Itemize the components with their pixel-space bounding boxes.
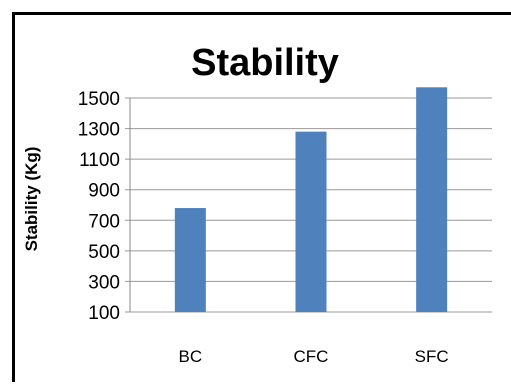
y-tick-label: 900 [88, 181, 120, 202]
x-tick-label: CFC [294, 347, 329, 366]
y-tick-label: 100 [88, 303, 120, 324]
bar-sfc [416, 87, 448, 312]
y-tick-label: 1500 [78, 89, 120, 110]
bar-cfc [295, 131, 327, 312]
y-tick-label: 700 [88, 211, 120, 232]
y-tick-label: 1100 [79, 150, 120, 171]
x-tick-label: SFC [415, 347, 449, 366]
x-tick-label: BC [179, 347, 203, 366]
y-tick-label: 500 [88, 242, 120, 263]
chart-title: Stability [191, 42, 339, 84]
y-tick-labels: 1500 1300 1100 900 700 500 300 100 [78, 89, 120, 324]
y-tick-label: 1300 [78, 120, 120, 141]
x-tick-labels: BC CFC SFC [179, 347, 449, 366]
bar-bc [174, 208, 206, 312]
y-tick-label: 300 [88, 272, 120, 293]
bars [174, 87, 448, 312]
